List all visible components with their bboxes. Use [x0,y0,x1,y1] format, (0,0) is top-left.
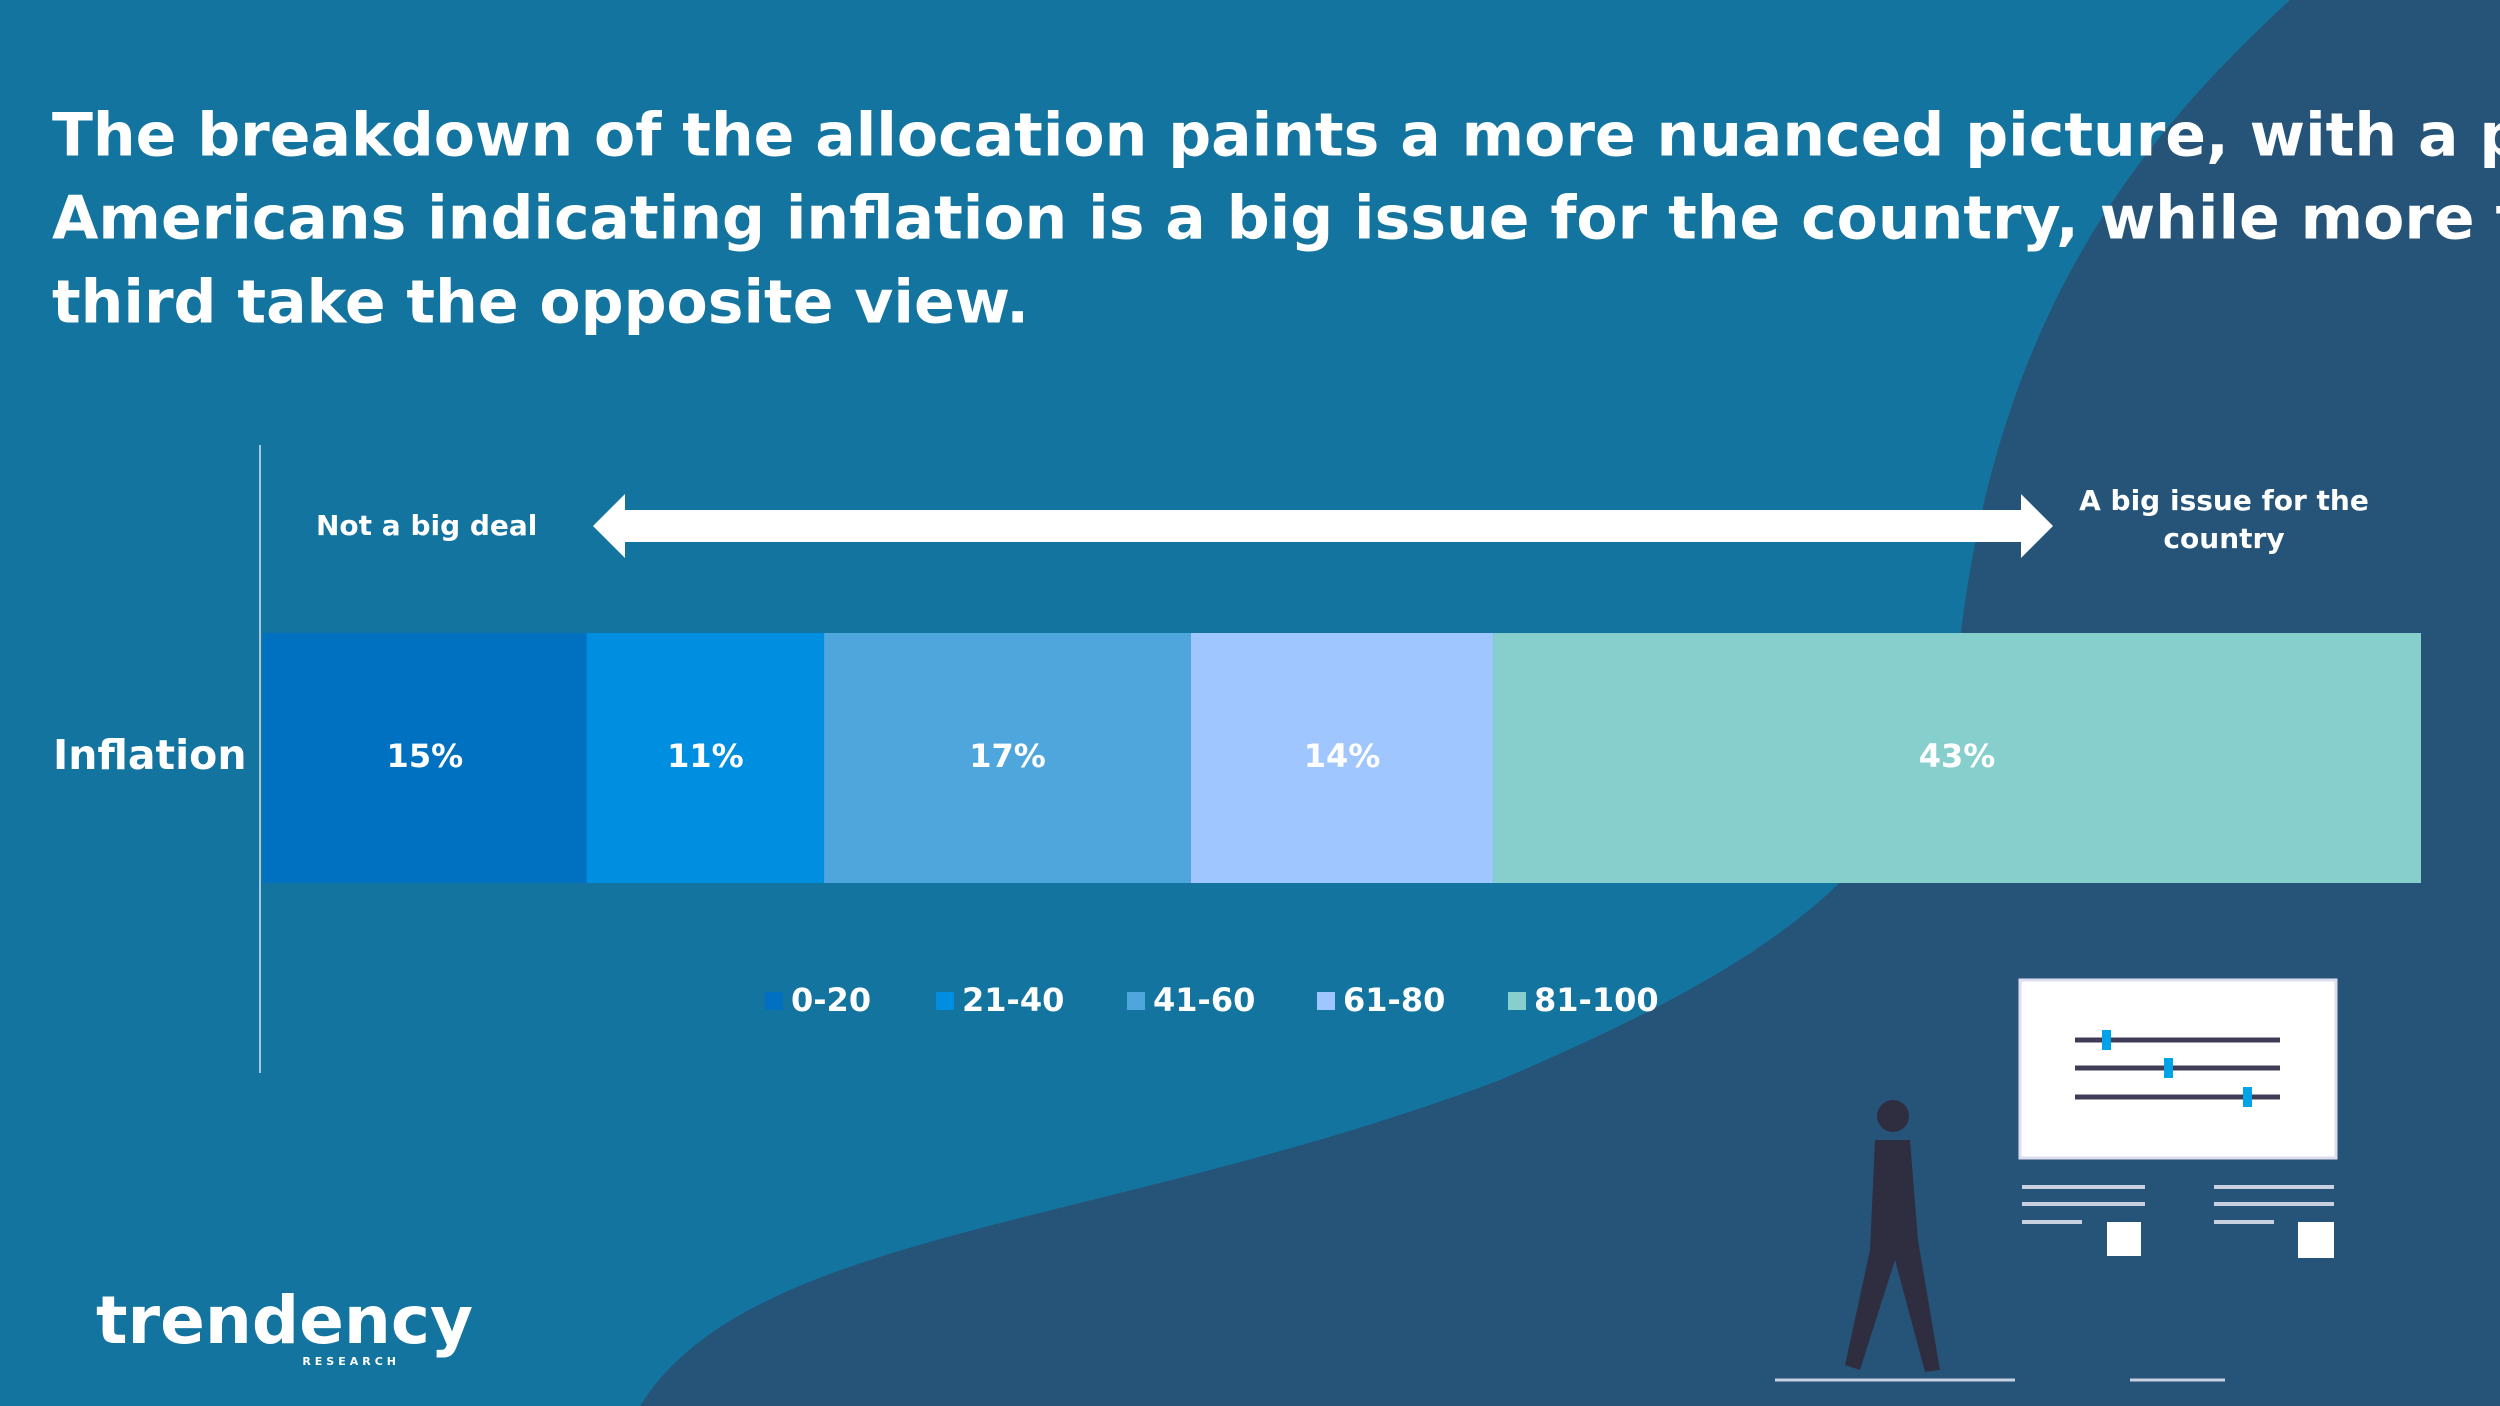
logo-tagline: RESEARCH [302,1355,400,1368]
bar-segment [586,633,825,883]
legend-label: 21-40 [962,981,1064,1019]
category-label: Inflation [53,731,247,779]
legend-swatch [936,992,954,1010]
title-line: Americans indicating inflation is a big … [52,184,2500,254]
value-label: 11% [667,737,744,775]
legend-label: 0-20 [791,981,871,1019]
annotation: A big issue for the [2079,484,2369,517]
value-label: 14% [1304,737,1381,775]
legend-label: 61-80 [1343,981,1445,1019]
bar-segment [824,633,1191,883]
scale-arrow [593,494,2053,558]
illustration [1775,978,2338,1382]
legend-label: 41-60 [1153,981,1255,1019]
bar-segment [1493,633,2421,883]
legend-swatch [1508,992,1526,1010]
value-label: 15% [387,737,464,775]
annotation: country [2163,522,2284,555]
legend-swatch [1127,992,1145,1010]
legend-swatch [1317,992,1335,1010]
bar-segment [263,633,587,883]
title-line: third take the opposite view. [52,268,1029,338]
value-label: 17% [969,737,1046,775]
annotation: Not a big deal [316,509,537,542]
value-label: 43% [1919,737,1996,775]
bar-segment [1190,633,1494,883]
logo: trendency [96,1282,473,1359]
legend-swatch [765,992,783,1010]
legend-label: 81-100 [1534,981,1659,1019]
title-line: The breakdown of the allocation paints a… [52,101,2500,171]
